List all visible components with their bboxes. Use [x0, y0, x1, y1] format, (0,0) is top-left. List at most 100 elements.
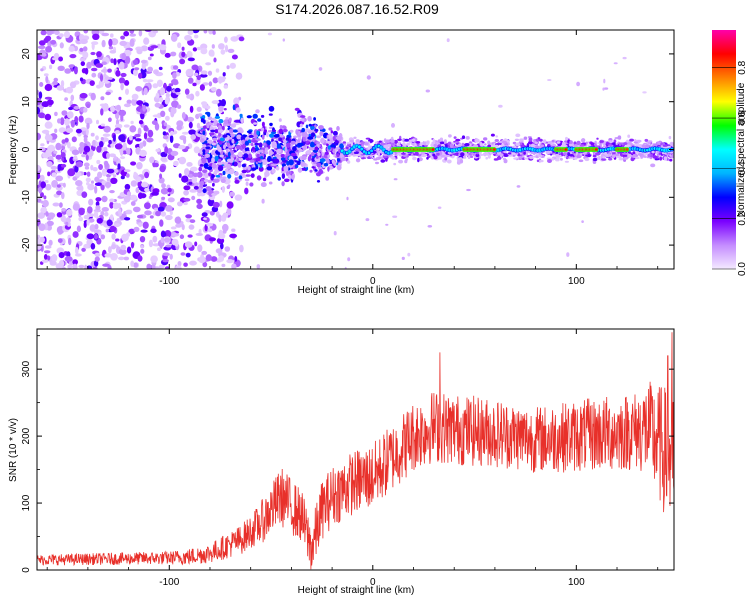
spectrogram-cell — [518, 156, 523, 159]
spectrogram-cell — [414, 151, 419, 156]
spectrogram-cell — [592, 154, 597, 158]
spectrogram-cell — [221, 125, 225, 131]
spectrogram-cell — [184, 168, 190, 176]
spectrogram-cell — [269, 122, 273, 127]
spectrogram-cell — [345, 146, 349, 149]
spectrogram-cell — [56, 190, 63, 196]
spectrogram-cell — [252, 113, 258, 119]
spectrogram-cell — [453, 136, 457, 139]
spectrogram-cell — [439, 141, 445, 145]
spectrogram-cell — [228, 123, 231, 126]
spectrogram-y-ticks: -20 -10 0 10 20 — [21, 29, 674, 270]
spectrogram-cell — [208, 172, 212, 177]
spectrogram-cell — [107, 264, 112, 269]
spectrogram-cell — [122, 142, 127, 150]
spectrogram-cell — [262, 142, 266, 146]
spectrogram-cell — [113, 223, 121, 228]
spectrogram-cell — [119, 40, 127, 47]
spectrogram-cell — [67, 264, 73, 269]
spectrogram-cell — [101, 61, 107, 65]
spectrogram-cell — [62, 182, 66, 188]
spectrogram-cell — [519, 138, 524, 142]
spectrogram-cell — [131, 93, 139, 100]
spectrogram-cell — [244, 140, 249, 146]
spectrogram-cell — [629, 138, 634, 142]
spectrogram-cell — [495, 135, 499, 138]
spectrogram-cell — [252, 140, 258, 143]
spectrogram-cell — [83, 145, 91, 153]
spectrogram-cell — [299, 118, 305, 121]
spectrogram-cell — [271, 142, 276, 149]
spectrogram-cell — [78, 216, 84, 222]
spectrogram-cell — [229, 191, 236, 197]
spectrogram-cell — [165, 93, 170, 98]
spectrogram-cell — [87, 183, 95, 191]
spectrogram-cell — [235, 144, 242, 150]
spectrogram-cell — [160, 187, 169, 195]
spectrogram-cell — [83, 136, 88, 143]
spectrogram-cell — [86, 219, 90, 226]
spectrogram-cell — [68, 237, 72, 246]
spectrogram-cell — [243, 175, 247, 178]
spectrogram-cell — [247, 166, 251, 171]
spectrogram-cell — [61, 139, 66, 144]
spectrogram-cell — [231, 154, 236, 158]
spectrogram-cell — [569, 154, 574, 157]
spectrogram-cell — [162, 259, 169, 263]
spectrogram-cell — [260, 182, 267, 188]
spectrogram-cell — [112, 202, 119, 210]
spectrogram-cell — [637, 153, 643, 156]
spectrogram-cell — [256, 153, 261, 158]
spectrogram-cell — [315, 155, 319, 159]
spectrogram-cell — [252, 149, 256, 152]
spectrogram-cell — [278, 135, 284, 138]
spectrogram-cell — [207, 198, 215, 207]
spectrogram-cell — [71, 136, 77, 143]
spectrogram-cell — [211, 87, 217, 92]
spectrogram-cell — [213, 57, 217, 63]
spectrogram-cell — [93, 211, 99, 218]
spectrogram-cell — [393, 178, 398, 181]
spectrogram-cell — [318, 125, 324, 130]
spectrogram-cell — [333, 161, 337, 167]
spectrogram-cell — [241, 169, 247, 174]
spectrogram-cell — [203, 30, 208, 34]
spectrogram-cell — [128, 228, 135, 235]
spectrogram-cell — [92, 167, 98, 172]
spectrogram-cell — [389, 150, 393, 154]
spectrogram-cell — [61, 163, 67, 168]
spectrogram-cell — [55, 263, 63, 269]
spectrogram-x-ticks: -100 0 100 — [46, 30, 659, 287]
spectrogram-cell — [221, 176, 227, 180]
spectrogram-cell — [487, 144, 492, 148]
spectrogram-cell — [183, 137, 187, 145]
spectrogram-cell — [165, 205, 173, 212]
spectrogram-cell — [64, 68, 72, 74]
spectrogram-cell — [188, 173, 193, 178]
spectrogram-cell — [136, 48, 143, 55]
spectrogram-cell — [140, 245, 144, 249]
spectrogram-cell — [511, 152, 516, 155]
spectrogram-cell — [101, 32, 110, 37]
spectrogram-cell — [83, 214, 90, 220]
spectrogram-cell — [242, 149, 246, 154]
spectrogram-cell — [103, 73, 107, 77]
spectrogram-cell — [639, 144, 643, 148]
spectrogram-cell — [222, 72, 226, 77]
spectrogram-cell — [257, 118, 262, 122]
spectrogram-cell — [649, 153, 654, 158]
spectrogram-cell — [140, 67, 147, 74]
spectrogram-cell — [83, 172, 87, 176]
spectrogram-cell — [40, 181, 46, 189]
spectrogram-cell — [90, 180, 95, 184]
spectrogram-cell — [644, 144, 650, 148]
spectrogram-cell — [96, 159, 101, 165]
spectrogram-cell — [213, 190, 220, 195]
snr-xlabel: Height of straight line (km) — [298, 585, 415, 596]
spectrogram-cell — [58, 127, 67, 133]
spectrogram-cell — [230, 36, 239, 42]
spectrogram-cell — [261, 134, 265, 140]
spectrogram-cell — [290, 140, 296, 145]
spectrogram-cell — [52, 202, 60, 207]
spectrogram-cell — [179, 234, 185, 239]
